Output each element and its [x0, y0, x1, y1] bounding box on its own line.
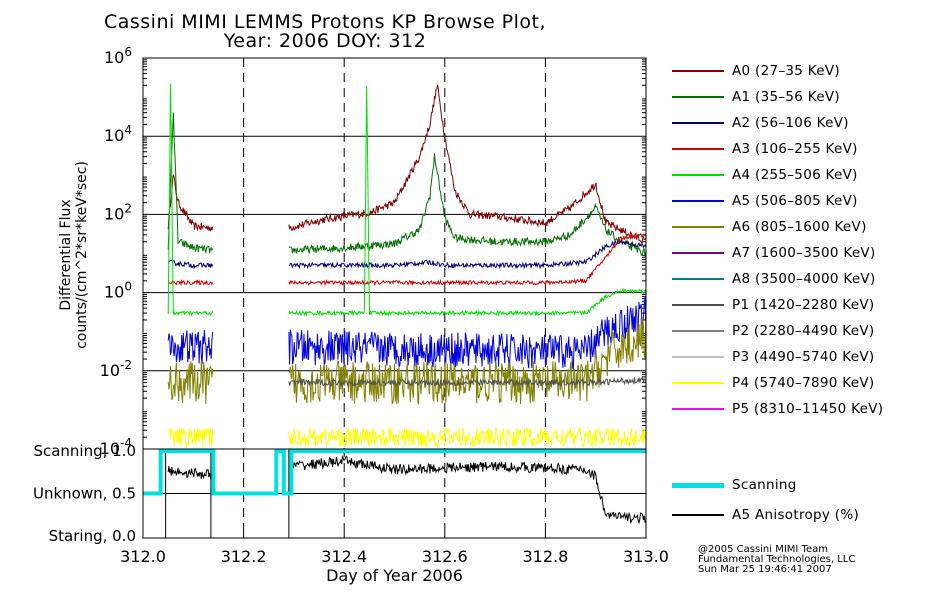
x-tick-labels: 312.0 312.2 312.4 312.6 312.8 313.0	[120, 532, 669, 566]
x-tick-label: 312.2	[221, 547, 267, 566]
flux-grid	[143, 57, 646, 538]
mode-panel	[143, 449, 647, 538]
legend-label: A5 (506–805 KeV)	[732, 193, 858, 209]
legend-label: A6 (805–1600 KeV)	[732, 219, 867, 235]
legend-swatch	[672, 96, 724, 98]
legend-label: A3 (106–255 KeV)	[732, 141, 858, 157]
legend-item: A2 (56–106 KeV)	[672, 110, 883, 136]
legend-label: Scanning	[732, 477, 797, 493]
mode-y-label: Staring, 0.0	[49, 527, 136, 545]
mode-legend-item: Scanning	[672, 470, 859, 500]
legend-label: A2 (56–106 KeV)	[732, 115, 849, 131]
flux-series-group	[167, 83, 647, 448]
y-tick-label: 106	[104, 45, 132, 67]
legend-item: A3 (106–255 KeV)	[672, 136, 883, 162]
legend-swatch	[672, 330, 724, 332]
legend-item: A4 (255–506 KeV)	[672, 162, 883, 188]
credit-line-3: Sun Mar 25 19:46:41 2007	[698, 564, 832, 575]
y-tick-label: 10-2	[100, 358, 132, 380]
legend-item: A7 (1600–3500 KeV)	[672, 240, 883, 266]
legend-item: A8 (3500–4000 KeV)	[672, 266, 883, 292]
legend-label: P2 (2280–4490 KeV)	[732, 323, 875, 339]
legend-item: P2 (2280–4490 KeV)	[672, 318, 883, 344]
mode-legend-item: A5 Anisotropy (%)	[672, 500, 859, 530]
mode-y-labels: Scanning, 1.0 Unknown, 0.5 Staring, 0.0	[33, 442, 136, 545]
series-line-a6	[167, 318, 647, 405]
y-axis-label-line2: counts/(cm^2*sr*keV*sec)	[74, 161, 90, 349]
x-tick-label: 313.0	[623, 547, 669, 566]
y-tick-label: 100	[104, 280, 132, 302]
credits: @2005 Cassini MIMI Team Fundamental Tech…	[698, 545, 855, 575]
legend-swatch	[672, 304, 724, 306]
legend-item: A5 (506–805 KeV)	[672, 188, 883, 214]
legend-item: A0 (27–35 KeV)	[672, 58, 883, 84]
legend-label: A4 (255–506 KeV)	[732, 167, 858, 183]
legend-label: A5 Anisotropy (%)	[732, 507, 860, 523]
legend-swatch	[672, 408, 724, 410]
y-axis-label-line1: Differential Flux	[58, 199, 74, 310]
legend-swatch	[672, 278, 724, 280]
legend-item: A1 (35–56 KeV)	[672, 84, 883, 110]
legend-swatch	[672, 122, 724, 124]
legend-swatch	[672, 252, 724, 254]
legend-swatch	[672, 200, 724, 202]
x-tick-label: 312.6	[422, 547, 468, 566]
legend-swatch	[672, 148, 724, 150]
x-tick-label: 312.0	[120, 547, 166, 566]
series-line-p1	[288, 376, 647, 388]
legend-item: P3 (4490–5740 KeV)	[672, 344, 883, 370]
y-tick-label: 104	[104, 123, 132, 145]
series-line-anisotropy	[167, 454, 647, 525]
legend-swatch	[672, 482, 724, 488]
y-tick-label: 102	[104, 201, 132, 223]
chart-title-line2: Year: 2006 DOY: 312	[223, 30, 427, 52]
legend-label: A7 (1600–3500 KeV)	[732, 245, 876, 261]
legend: A0 (27–35 KeV) A1 (35–56 KeV) A2 (56–106 K…	[672, 58, 883, 422]
credit-line-2: Fundamental Technologies, LLC	[698, 554, 856, 565]
y-tick-label: 10-4	[100, 436, 132, 458]
legend-swatch	[672, 70, 724, 72]
legend-label: P1 (1420–2280 KeV)	[732, 297, 875, 313]
series-line-a2	[167, 238, 647, 270]
mode-panel-frame	[142, 448, 647, 539]
legend-swatch	[672, 382, 724, 384]
mode-y-label: Scanning, 1.0	[33, 442, 136, 460]
series-line-scanning	[143, 449, 646, 496]
legend-label: P4 (5740–7890 KeV)	[732, 375, 875, 391]
legend-item: A6 (805–1600 KeV)	[672, 214, 883, 240]
series-line-p4	[167, 426, 646, 448]
series-line-a0	[167, 84, 647, 246]
flux-panel-frame	[142, 57, 647, 450]
series-line-a1	[167, 112, 647, 257]
chart-title-line1: Cassini MIMI LEMMS Protons KP Browse Plo…	[103, 11, 547, 33]
legend-swatch	[672, 356, 724, 358]
series-line-a4	[167, 83, 647, 317]
x-tick-label: 312.4	[321, 547, 367, 566]
legend-label: A8 (3500–4000 KeV)	[732, 271, 876, 287]
mode-y-label: Unknown, 0.5	[33, 485, 136, 503]
mode-legend: Scanning A5 Anisotropy (%)	[672, 470, 859, 530]
y-tick-labels: 10-4 10-2 100 102 104 106	[100, 45, 132, 458]
legend-label: P5 (8310–11450 KeV)	[732, 401, 884, 417]
legend-item: P4 (5740–7890 KeV)	[672, 370, 883, 396]
x-axis-label: Day of Year 2006	[326, 566, 463, 585]
legend-label: A0 (27–35 KeV)	[732, 63, 840, 79]
credit-line-1: @2005 Cassini MIMI Team	[698, 544, 828, 555]
legend-swatch	[672, 514, 724, 516]
legend-label: A1 (35–56 KeV)	[732, 89, 840, 105]
legend-label: P3 (4490–5740 KeV)	[732, 349, 875, 365]
legend-item: P1 (1420–2280 KeV)	[672, 292, 883, 318]
legend-swatch	[672, 174, 724, 176]
series-line-a3	[167, 232, 647, 287]
series-line-a5	[167, 296, 647, 371]
x-tick-label: 312.8	[522, 547, 568, 566]
legend-item: P5 (8310–11450 KeV)	[672, 396, 883, 422]
legend-swatch	[672, 226, 724, 228]
